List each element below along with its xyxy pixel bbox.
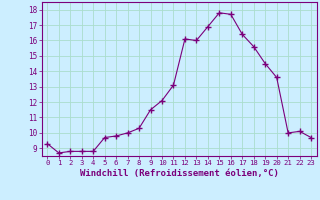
X-axis label: Windchill (Refroidissement éolien,°C): Windchill (Refroidissement éolien,°C) bbox=[80, 169, 279, 178]
